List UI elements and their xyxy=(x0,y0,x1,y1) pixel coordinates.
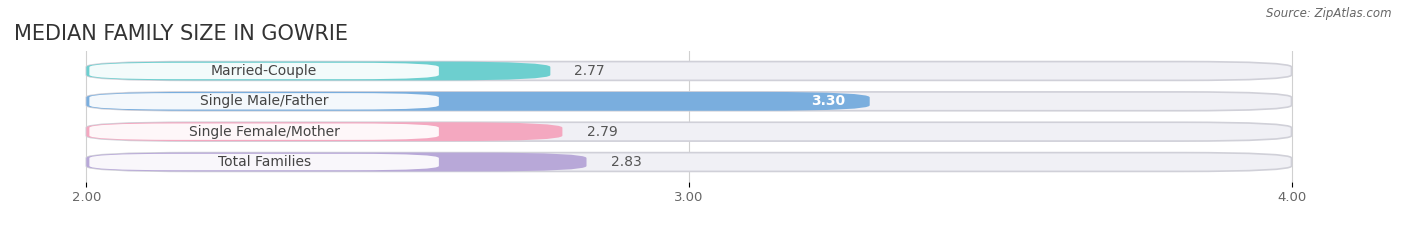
FancyBboxPatch shape xyxy=(86,122,1292,141)
Text: MEDIAN FAMILY SIZE IN GOWRIE: MEDIAN FAMILY SIZE IN GOWRIE xyxy=(14,24,349,44)
Text: Total Families: Total Families xyxy=(218,155,311,169)
Text: Single Male/Father: Single Male/Father xyxy=(200,94,329,108)
FancyBboxPatch shape xyxy=(90,123,439,140)
Text: Married-Couple: Married-Couple xyxy=(211,64,318,78)
FancyBboxPatch shape xyxy=(86,92,870,111)
FancyBboxPatch shape xyxy=(90,63,439,79)
FancyBboxPatch shape xyxy=(86,153,1292,171)
FancyBboxPatch shape xyxy=(86,92,1292,111)
Text: 2.83: 2.83 xyxy=(610,155,641,169)
FancyBboxPatch shape xyxy=(86,122,562,141)
FancyBboxPatch shape xyxy=(86,62,550,80)
Text: Single Female/Mother: Single Female/Mother xyxy=(188,125,340,139)
Text: 3.30: 3.30 xyxy=(811,94,845,108)
Text: 2.79: 2.79 xyxy=(586,125,617,139)
FancyBboxPatch shape xyxy=(90,93,439,110)
FancyBboxPatch shape xyxy=(86,153,586,171)
Text: 2.77: 2.77 xyxy=(575,64,605,78)
FancyBboxPatch shape xyxy=(86,62,1292,80)
FancyBboxPatch shape xyxy=(90,154,439,170)
Text: Source: ZipAtlas.com: Source: ZipAtlas.com xyxy=(1267,7,1392,20)
